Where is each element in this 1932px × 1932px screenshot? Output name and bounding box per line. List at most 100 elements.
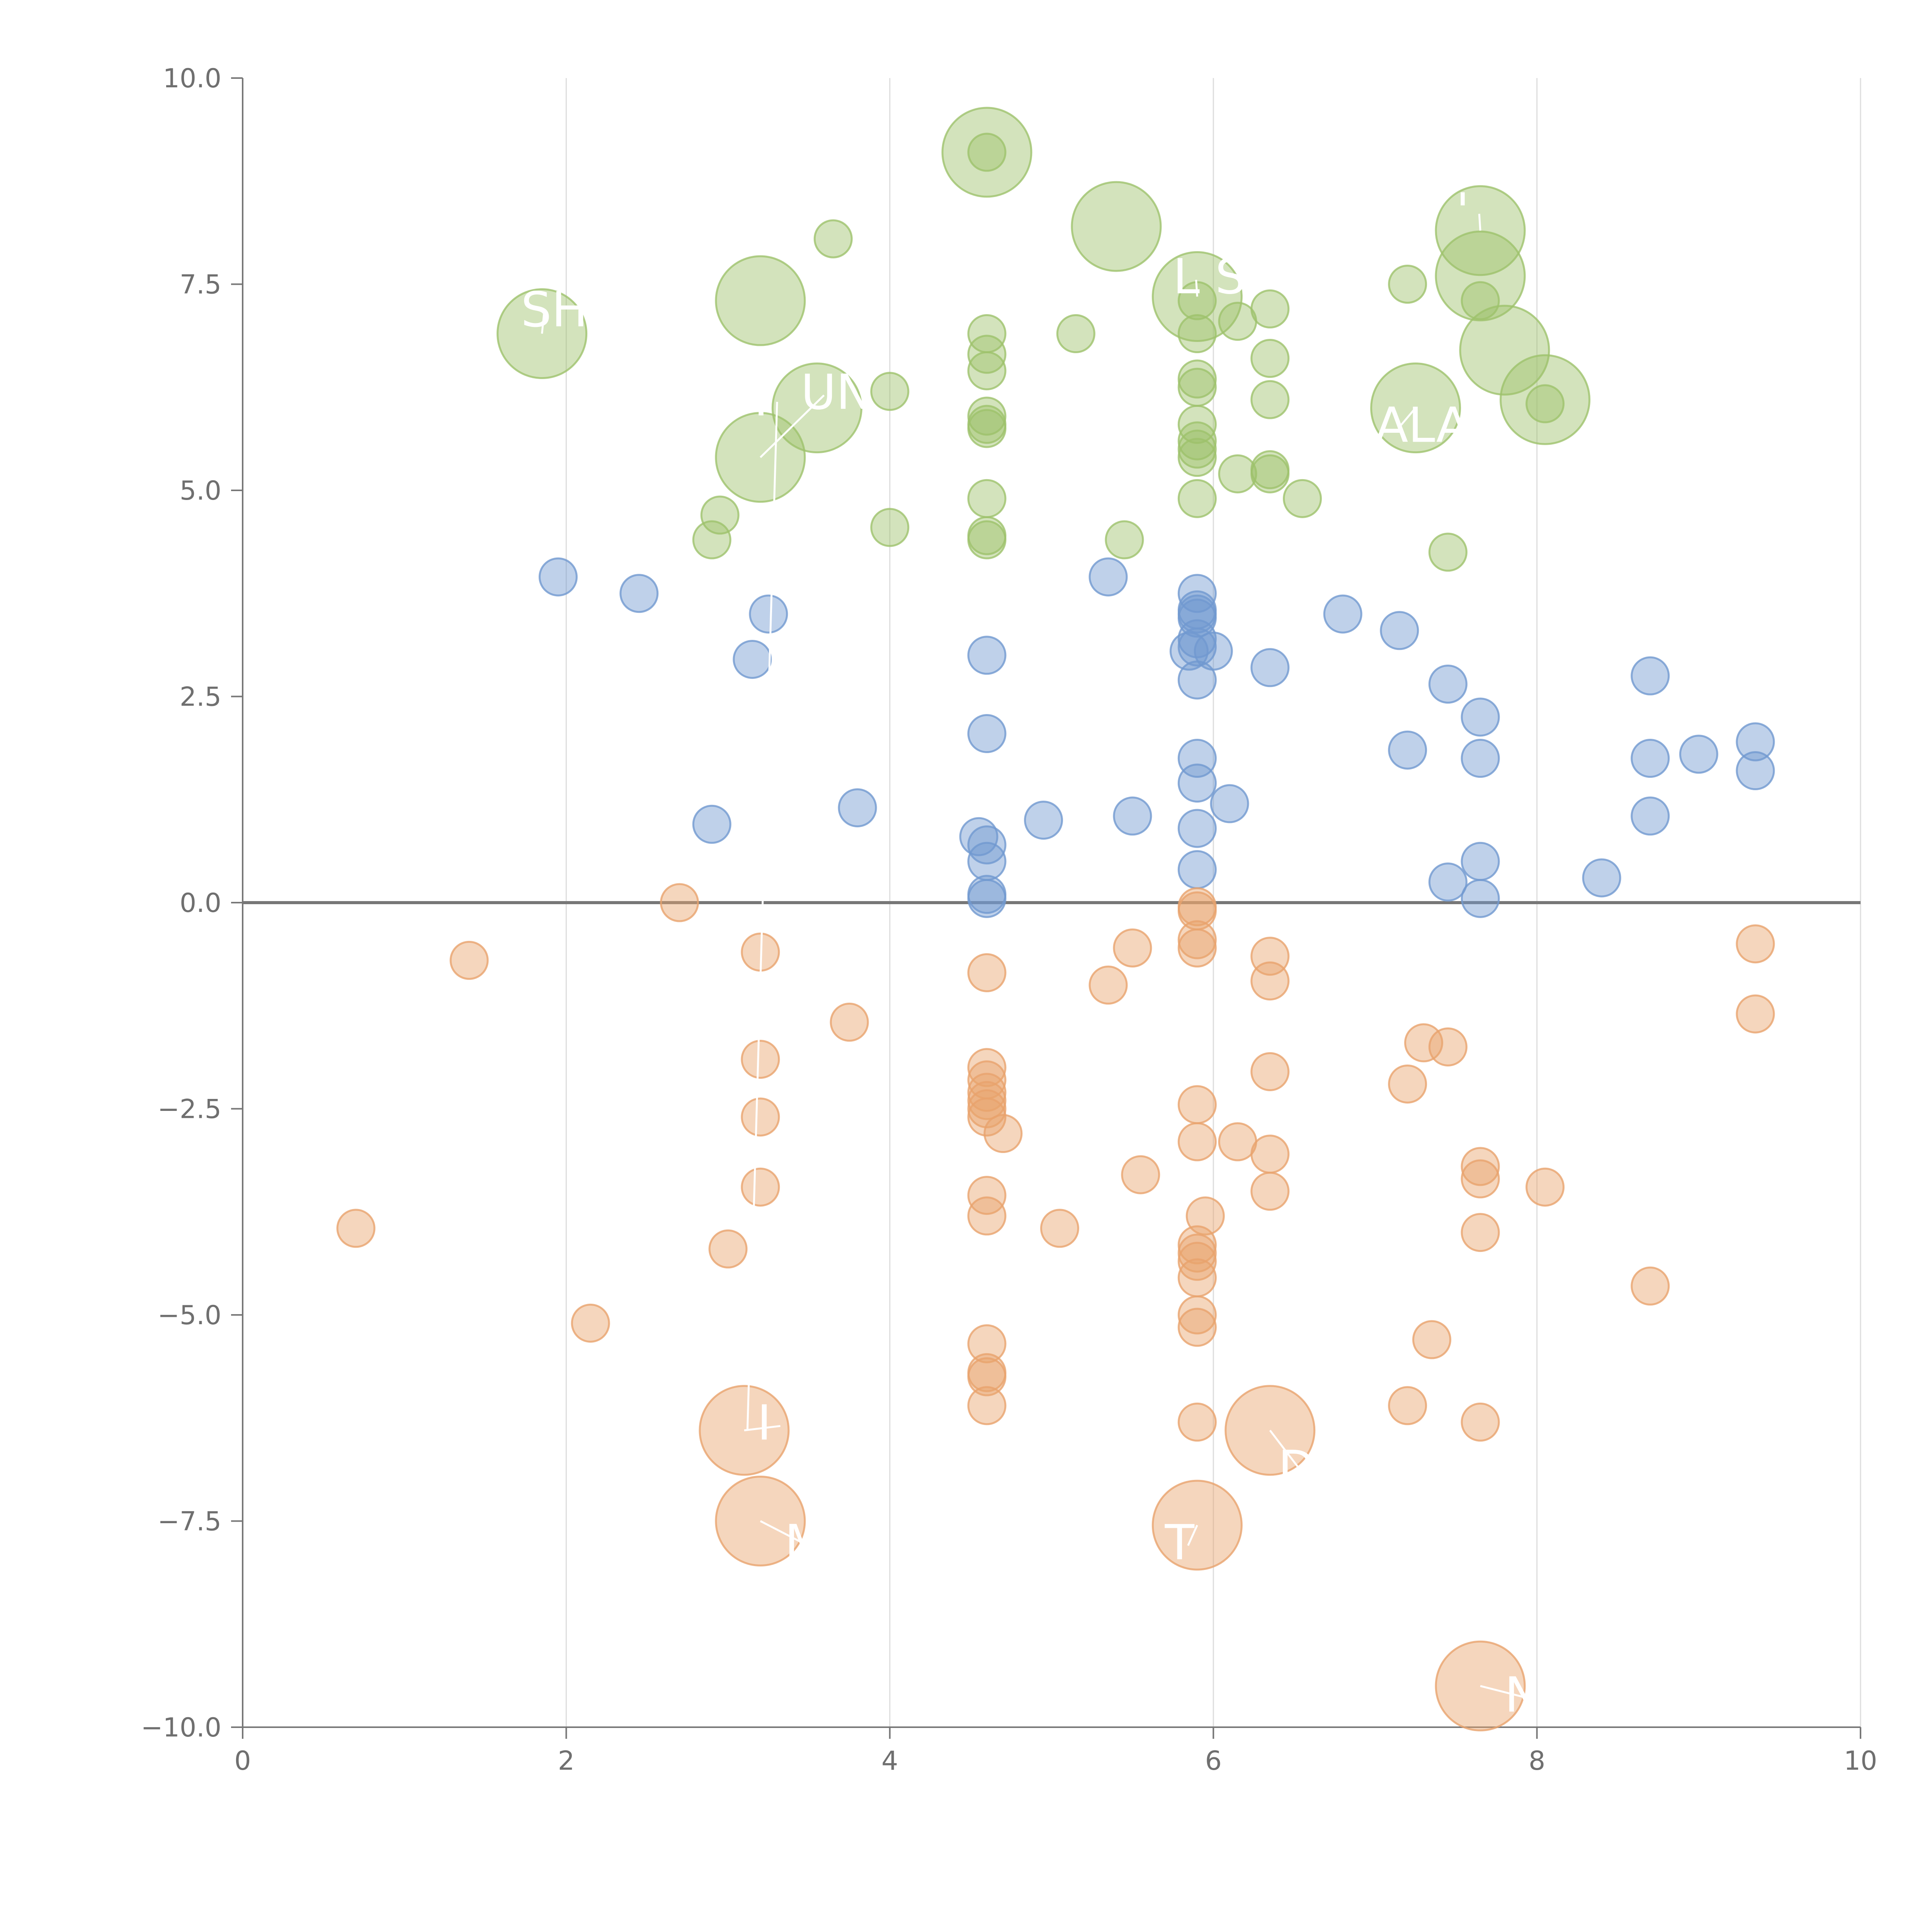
annotation-leader [1480, 1685, 1528, 1699]
data-point [1121, 1155, 1160, 1194]
data-point [967, 133, 1007, 172]
data-point [1177, 1242, 1217, 1281]
data-point [1582, 858, 1621, 898]
data-point [1679, 735, 1718, 774]
data-point [1177, 1122, 1217, 1162]
data-points [336, 107, 1775, 1731]
data-point [1461, 281, 1500, 320]
data-point [741, 1097, 780, 1137]
data-point [967, 351, 1007, 391]
data-point [967, 479, 1007, 518]
data-point [1177, 850, 1217, 889]
annotation-leader [744, 1425, 781, 1432]
data-point [1177, 920, 1217, 959]
annotation-leader [541, 313, 545, 334]
data-point [1404, 1023, 1444, 1063]
data-point [1177, 660, 1217, 700]
data-point [1631, 796, 1670, 836]
data-point [967, 1196, 1007, 1236]
data-point [1631, 1266, 1670, 1306]
data-point [1282, 479, 1322, 518]
data-point [967, 714, 1007, 753]
data-point [1177, 1402, 1217, 1442]
x-tick-label: 0 [234, 1746, 251, 1776]
data-point [1380, 611, 1419, 650]
data-point [1412, 1320, 1451, 1359]
data-point [1459, 304, 1550, 396]
data-point [1113, 796, 1152, 836]
data-point [967, 409, 1007, 448]
y-tick-label: 2.5 [180, 682, 221, 713]
data-point [700, 495, 740, 535]
x-tick-label: 10 [1844, 1746, 1878, 1776]
data-point [1461, 739, 1500, 778]
data-point [1500, 354, 1591, 445]
annotation-label: NE [1505, 1667, 1571, 1723]
data-point [813, 219, 853, 259]
data-point [1388, 1064, 1427, 1104]
annotation-label: SHO [521, 282, 626, 338]
y-tick-label: −10.0 [141, 1713, 221, 1743]
annotation-leader [760, 395, 825, 458]
data-point [983, 1114, 1023, 1153]
data-point [1250, 961, 1290, 1001]
data-point [1428, 664, 1468, 704]
data-point [1435, 230, 1526, 321]
data-point [1088, 965, 1128, 1005]
data-point [967, 1081, 1007, 1120]
annotation-leader [1478, 214, 1481, 231]
annotations: SHO I UN L S ' ALA I D M T NE [521, 183, 1571, 1723]
y-tick-label: −2.5 [158, 1094, 221, 1125]
data-point [715, 255, 806, 346]
axes: 0 2 4 6 8 10 −10.0 −7.5 −5.0 −2.5 0.0 2.5 5.0 7.5 10.0 [141, 63, 1878, 1776]
data-point [967, 1097, 1007, 1137]
data-point [1250, 1134, 1290, 1174]
data-point [1218, 454, 1257, 493]
annotation-label: I [757, 1395, 771, 1451]
data-point [1177, 764, 1217, 803]
y-tick-label: −7.5 [158, 1507, 221, 1537]
data-point [1056, 314, 1095, 354]
data-point [967, 1176, 1007, 1215]
data-point [1113, 928, 1152, 968]
data-point [1461, 1213, 1500, 1252]
data-point [959, 817, 998, 856]
data-point [870, 508, 910, 547]
data-point [660, 883, 699, 922]
data-point [830, 1002, 869, 1042]
annotation-leader [1195, 279, 1198, 297]
data-point [1428, 862, 1468, 902]
annotation-label: UN [801, 364, 872, 420]
data-point [1024, 801, 1063, 840]
data-point [967, 953, 1007, 992]
y-tick-label: −5.0 [158, 1300, 221, 1331]
x-tick-label: 2 [558, 1746, 575, 1776]
x-tick-label: 4 [881, 1746, 898, 1776]
data-point [1040, 1209, 1079, 1248]
data-point [1177, 1225, 1217, 1265]
annotation-leader [760, 1520, 808, 1547]
data-point [1218, 302, 1257, 341]
data-point [1388, 730, 1427, 770]
annotation-leader [1187, 1525, 1198, 1546]
x-tick-label: 6 [1205, 1746, 1222, 1776]
data-point [870, 372, 910, 411]
data-point [1461, 1402, 1500, 1442]
annotation-leader [746, 401, 778, 1430]
data-point [1105, 520, 1144, 560]
data-point [1177, 421, 1217, 461]
data-point [336, 1209, 376, 1248]
data-point [1210, 784, 1249, 823]
y-tick-label: 5.0 [180, 476, 221, 506]
data-point [1526, 384, 1565, 423]
data-point [1177, 359, 1217, 399]
data-point [1177, 928, 1217, 968]
data-point [967, 1089, 1007, 1128]
annotation-leader [1269, 1430, 1302, 1472]
data-point [1177, 1295, 1217, 1335]
data-point [1736, 751, 1775, 791]
y-tick-label: 10.0 [163, 63, 221, 94]
data-point [1736, 722, 1775, 762]
data-point [838, 788, 877, 828]
